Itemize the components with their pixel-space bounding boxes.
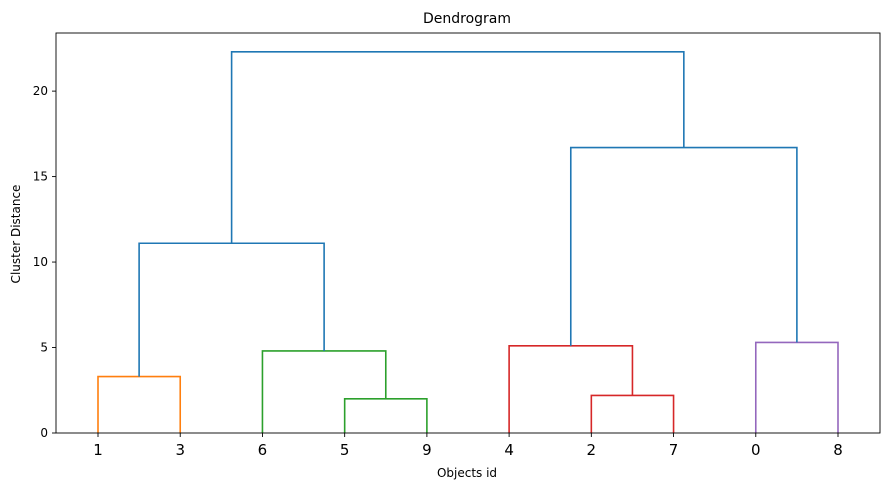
merge-link-7 bbox=[569, 146, 798, 346]
merge-link-4 bbox=[590, 394, 675, 433]
x-tick-label: 9 bbox=[422, 441, 432, 459]
y-tick-label: 10 bbox=[33, 255, 48, 269]
merge-link-1 bbox=[343, 398, 428, 433]
x-tick-label: 8 bbox=[833, 441, 843, 459]
plot-frame bbox=[55, 32, 881, 434]
dendrogram-links bbox=[97, 51, 839, 433]
x-tick-label: 3 bbox=[175, 441, 185, 459]
merge-link-2 bbox=[261, 350, 387, 433]
x-tick-label: 2 bbox=[587, 441, 597, 459]
x-tick-label: 4 bbox=[504, 441, 514, 459]
y-tick-label: 0 bbox=[40, 426, 48, 440]
y-tick-label: 15 bbox=[33, 170, 48, 184]
x-tick-label: 0 bbox=[751, 441, 761, 459]
y-axis-label: Cluster Distance bbox=[9, 185, 23, 284]
x-tick-label: 6 bbox=[258, 441, 268, 459]
merge-link-0 bbox=[97, 375, 182, 433]
x-axis-label: Objects id bbox=[437, 466, 497, 480]
x-tick-label: 5 bbox=[340, 441, 350, 459]
merge-link-8 bbox=[230, 51, 685, 244]
x-tick-label: 7 bbox=[669, 441, 679, 459]
merge-link-5 bbox=[508, 345, 634, 433]
chart-title: Dendrogram bbox=[423, 11, 511, 27]
merge-link-3 bbox=[138, 242, 325, 377]
y-tick-label: 5 bbox=[40, 341, 48, 355]
y-tick-label: 20 bbox=[33, 84, 48, 98]
x-tick-label: 1 bbox=[93, 441, 103, 459]
merge-link-6 bbox=[754, 341, 839, 433]
